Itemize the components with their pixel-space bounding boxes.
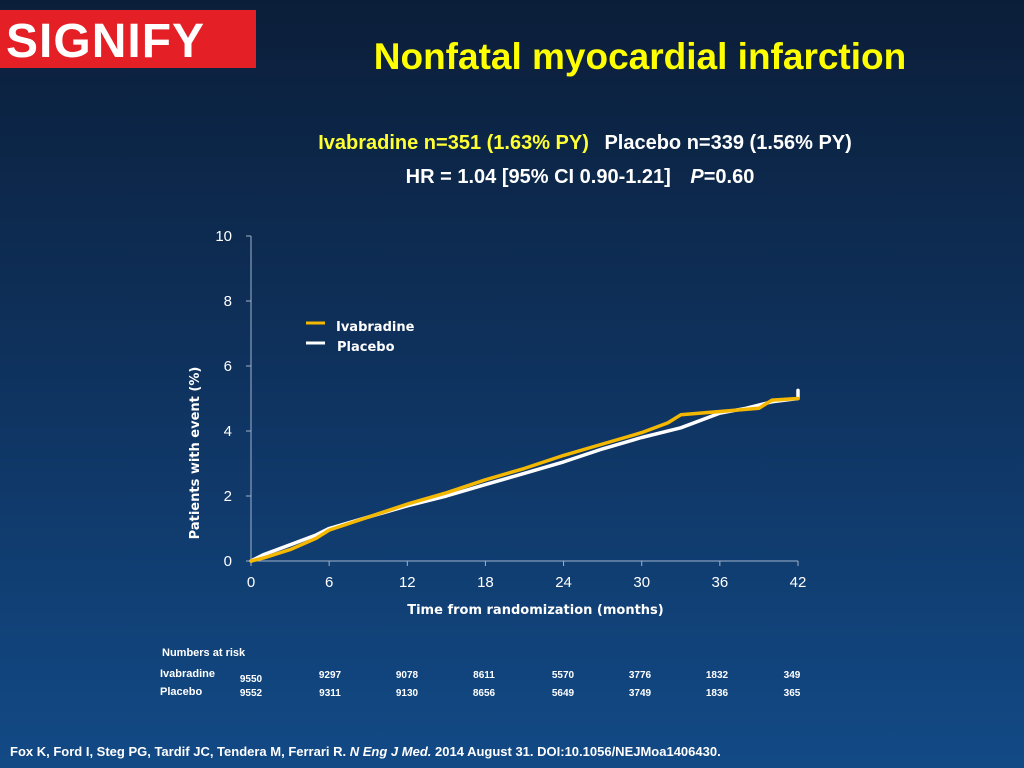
citation: Fox K, Ford I, Steg PG, Tardif JC, Tende…	[10, 744, 721, 759]
study-counts: Ivabradine n=351 (1.63% PY) Placebo n=33…	[150, 132, 1020, 155]
risk-row-label: Placebo	[160, 686, 203, 698]
y-tick-label: 0	[224, 553, 232, 570]
page-title: Nonfatal myocardial infarction	[373, 36, 907, 77]
risk-cell: 9078	[395, 670, 419, 681]
p-symbol: P	[690, 166, 704, 188]
risk-cell: 9297	[318, 670, 342, 681]
p-value-number: =0.60	[703, 166, 755, 188]
risk-cell: 9550	[239, 674, 263, 685]
y-tick-label: 6	[224, 358, 232, 375]
x-tick-label: 6	[325, 574, 333, 591]
risk-cell: 9552	[239, 688, 263, 699]
y-tick-label: 8	[224, 293, 232, 310]
x-tick-label: 42	[790, 574, 807, 591]
risk-cell: 3776	[628, 670, 652, 681]
risk-cell: 365	[783, 688, 801, 699]
y-tick-label: 2	[224, 488, 232, 505]
series-line-placebo	[249, 388, 800, 563]
placebo-count: Placebo n=339 (1.56% PY)	[604, 132, 852, 154]
x-tick-label: 30	[633, 574, 650, 591]
risk-cell: 1832	[705, 670, 729, 681]
risk-cell: 3749	[628, 688, 652, 699]
x-tick-label: 0	[247, 574, 255, 591]
y-tick-label: 4	[224, 423, 232, 440]
risk-table-title: Numbers at risk	[162, 647, 246, 659]
x-tick-label: 12	[399, 574, 416, 591]
citation-authors: Fox K, Ford I, Steg PG, Tardif JC, Tende…	[10, 744, 347, 759]
risk-cell: 1836	[705, 688, 729, 699]
logo-text: SIGNIFY	[6, 15, 206, 68]
risk-cell: 5570	[551, 670, 575, 681]
risk-row-label: Ivabradine	[160, 668, 216, 680]
legend-label-ivabradine: Ivabradine	[336, 320, 415, 335]
citation-journal: N Eng J Med.	[349, 744, 432, 759]
x-axis-label: Time from randomization (months)	[407, 603, 664, 618]
citation-details: 2014 August 31. DOI:10.1056/NEJMoa140643…	[435, 744, 721, 759]
x-tick-label: 24	[555, 574, 572, 591]
risk-cell: 5649	[551, 688, 575, 699]
risk-cell: 9311	[319, 688, 341, 699]
signify-logo: SIGNIFY	[0, 10, 256, 68]
risk-cell: 9130	[395, 688, 419, 699]
hazard-ratio: HR = 1.04 [95% CI 0.90-1.21]	[405, 166, 671, 188]
risk-cell: 8656	[472, 688, 496, 699]
ivabradine-count: Ivabradine n=351 (1.63% PY)	[318, 132, 589, 154]
series-line-ivabradine	[249, 396, 800, 563]
x-tick-label: 36	[712, 574, 729, 591]
risk-cell: 349	[783, 670, 801, 681]
y-axis-label: Patients with event (%)	[188, 367, 203, 540]
legend-label-placebo: Placebo	[337, 340, 395, 355]
p-value: P=0.60	[690, 166, 754, 188]
risk-cell: 8611	[473, 670, 495, 681]
x-tick-label: 18	[477, 574, 494, 591]
hazard-ratio-line: HR = 1.04 [95% CI 0.90-1.21] P=0.60	[150, 166, 1010, 189]
y-tick-label: 10	[215, 228, 232, 245]
